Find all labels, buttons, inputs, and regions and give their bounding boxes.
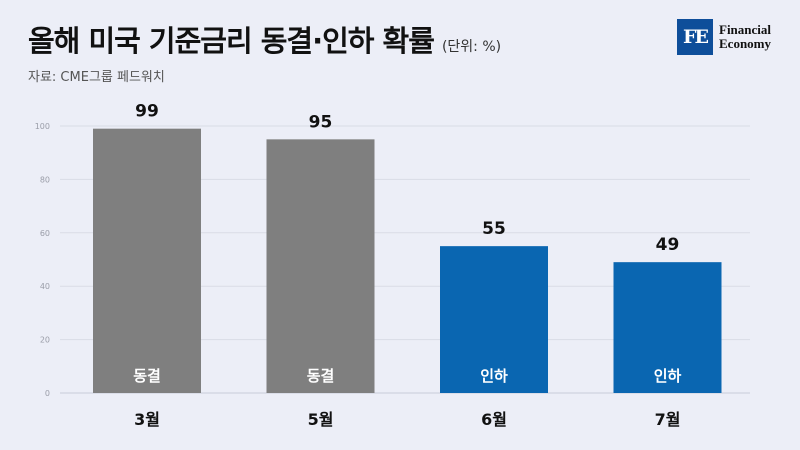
bar <box>613 262 722 393</box>
data-label: 55 <box>482 219 506 239</box>
bar-inner-label: 인하 <box>480 367 508 385</box>
x-tick-label: 7월 <box>655 410 681 429</box>
x-tick-label: 6월 <box>481 410 507 429</box>
unit-label: (단위: %) <box>441 39 502 55</box>
bar-inner-label: 인하 <box>654 367 682 385</box>
y-tick-label: 0 <box>45 389 50 398</box>
y-tick-label: 80 <box>40 175 50 184</box>
logo-line-1: Financial <box>719 22 772 37</box>
bar-inner-label: 동결 <box>307 367 335 385</box>
data-label: 95 <box>309 112 333 132</box>
data-label: 99 <box>135 102 159 122</box>
bar <box>93 128 201 394</box>
x-tick-label: 3월 <box>134 410 160 429</box>
y-tick-label: 20 <box>40 336 50 345</box>
brand-logo: FE Financial Economy <box>677 19 771 55</box>
bar-inner-label: 동결 <box>133 367 161 385</box>
bar <box>266 139 375 393</box>
title-row: 올해 미국 기준금리 동결·인하 확률 (단위: %) <box>28 18 501 60</box>
y-tick-label: 60 <box>40 229 50 238</box>
logo-mark: FE <box>677 19 713 55</box>
bar <box>440 246 548 393</box>
x-tick-label: 5월 <box>308 410 334 429</box>
data-label: 49 <box>656 235 680 255</box>
y-tick-label: 100 <box>35 122 50 131</box>
source-label: 자료: CME그룹 페드워치 <box>28 70 165 85</box>
logo-text: Financial Economy <box>719 23 771 51</box>
logo-line-2: Economy <box>719 36 771 51</box>
chart-title: 올해 미국 기준금리 동결·인하 확률 <box>28 24 435 58</box>
y-tick-label: 40 <box>40 282 50 291</box>
